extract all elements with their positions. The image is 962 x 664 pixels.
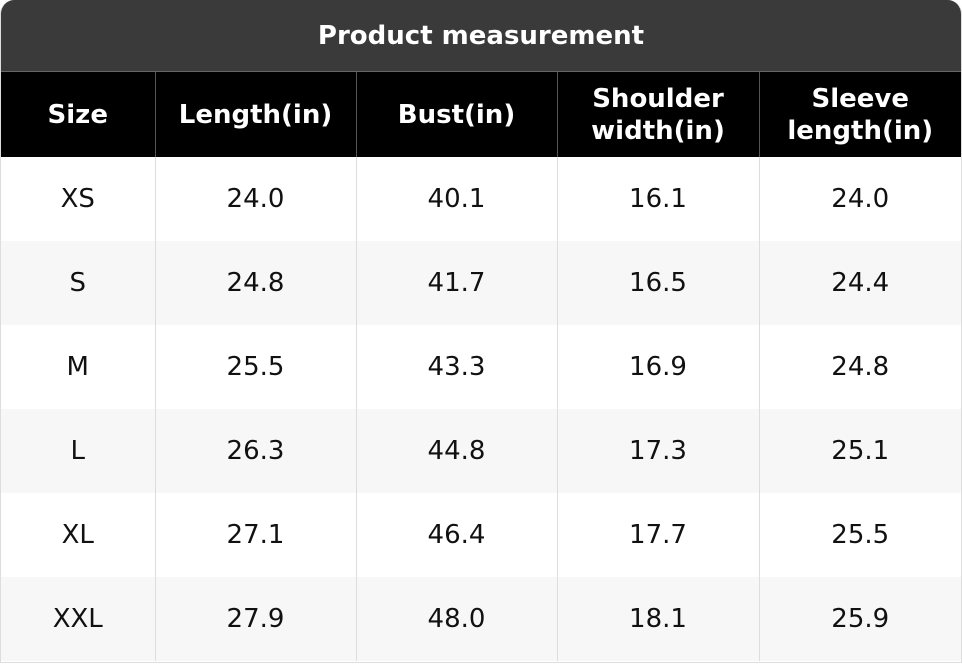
measurement-cell: 24.4 bbox=[758, 241, 961, 325]
column-header: Sleeve length(in) bbox=[758, 72, 961, 157]
table-row: L 26.3 44.8 17.3 25.1 bbox=[1, 409, 961, 493]
measurement-cell: 44.8 bbox=[355, 409, 557, 493]
measurement-cell: 41.7 bbox=[355, 241, 557, 325]
measurement-cell: 24.0 bbox=[154, 157, 356, 241]
column-header: Shoulder width(in) bbox=[556, 72, 759, 157]
column-header: Size bbox=[1, 72, 155, 157]
header-row: Size Length(in) Bust(in) Shoulder width(in)… bbox=[1, 72, 961, 157]
table-row: M 25.5 43.3 16.9 24.8 bbox=[1, 325, 961, 409]
table-row: XXL 27.9 48.0 18.1 25.9 bbox=[1, 577, 961, 661]
measurement-cell: 24.8 bbox=[154, 241, 356, 325]
measurement-cell: 26.3 bbox=[154, 409, 356, 493]
table-row: XS 24.0 40.1 16.1 24.0 bbox=[1, 157, 961, 241]
measurement-cell: 17.3 bbox=[556, 409, 759, 493]
measurement-cell: 40.1 bbox=[355, 157, 557, 241]
column-header: Bust(in) bbox=[355, 72, 557, 157]
measurement-cell: 43.3 bbox=[355, 325, 557, 409]
measurement-cell: 27.9 bbox=[154, 577, 356, 661]
size-cell: L bbox=[1, 409, 155, 493]
measurement-cell: 25.9 bbox=[758, 577, 961, 661]
measurement-cell: 27.1 bbox=[154, 493, 356, 577]
measurement-cell: 25.5 bbox=[154, 325, 356, 409]
measurement-cell: 46.4 bbox=[355, 493, 557, 577]
size-cell: XL bbox=[61, 520, 94, 550]
measurement-cell: 25.1 bbox=[758, 409, 961, 493]
measurement-cell: 48.0 bbox=[355, 577, 557, 661]
table-title: Product measurement bbox=[1, 0, 961, 72]
table-body: XS 24.0 40.1 16.1 24.0 S 24.8 41.7 16.5 24.4 M 25.5… bbox=[1, 157, 961, 661]
table-row: S 24.8 41.7 16.5 24.4 bbox=[1, 241, 961, 325]
size-cell: M bbox=[66, 352, 89, 382]
size-cell: XS bbox=[60, 184, 95, 214]
measurement-cell: 16.5 bbox=[556, 241, 759, 325]
size-cell: S bbox=[1, 241, 155, 325]
measurement-cell: 25.5 bbox=[758, 493, 961, 577]
measurement-cell: 16.1 bbox=[556, 157, 759, 241]
measurement-cell: 17.7 bbox=[556, 493, 759, 577]
measurement-cell: 16.9 bbox=[556, 325, 759, 409]
size-cell: XXL bbox=[1, 577, 155, 661]
measurement-cell: 18.1 bbox=[556, 577, 759, 661]
measurement-cell: 24.0 bbox=[758, 157, 961, 241]
size-table: Size Length(in) Bust(in) Shoulder width(in)… bbox=[1, 72, 961, 661]
table-row: XL 27.1 46.4 17.7 25.5 bbox=[1, 493, 961, 577]
column-header: Length(in) bbox=[154, 72, 356, 157]
measurement-cell: 24.8 bbox=[758, 325, 961, 409]
